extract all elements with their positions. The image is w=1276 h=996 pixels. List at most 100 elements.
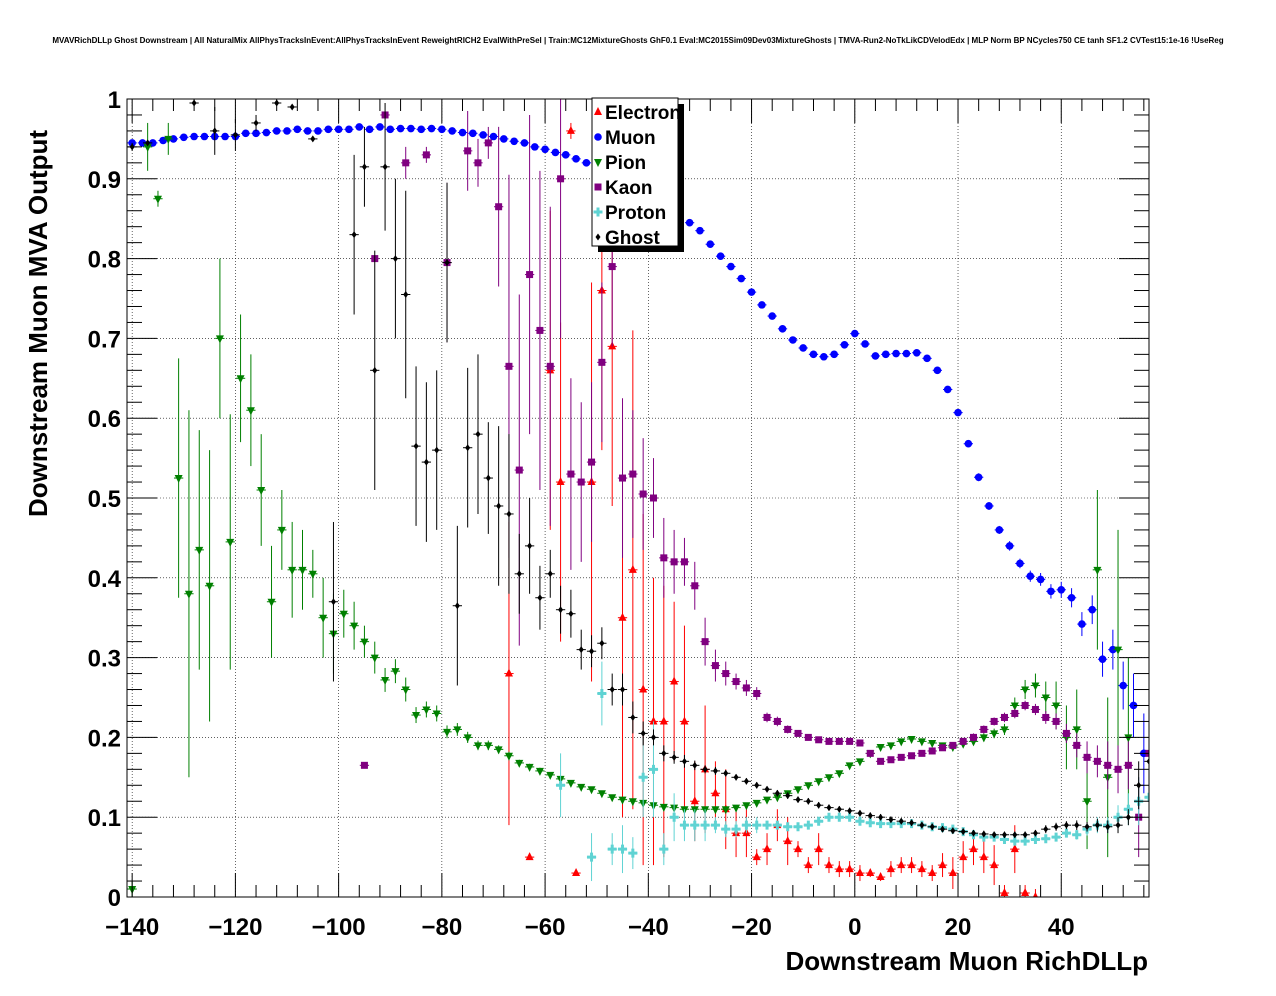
kaon-point <box>875 757 886 765</box>
ghost-point <box>555 585 566 634</box>
muon-point <box>1025 570 1035 582</box>
electron-marker <box>711 788 720 797</box>
kaon-point <box>1010 708 1020 719</box>
ghost-point <box>442 182 452 343</box>
pion-point <box>143 122 153 171</box>
electron-marker <box>928 868 937 877</box>
ghost-marker <box>506 510 512 518</box>
muon-point <box>323 125 333 134</box>
muon-point <box>540 145 550 154</box>
proton-point <box>814 816 824 826</box>
muon-point <box>1035 573 1046 586</box>
muon-point <box>726 262 736 271</box>
ghost-marker <box>723 769 729 777</box>
electron-point <box>566 122 576 139</box>
muon-marker <box>954 408 962 417</box>
ghost-marker <box>950 827 956 835</box>
pion-point <box>762 796 772 805</box>
pion-marker <box>566 779 575 788</box>
pion-marker <box>1083 798 1092 807</box>
kaon-marker <box>598 358 606 366</box>
muon-point <box>251 129 261 138</box>
muon-marker <box>758 301 766 309</box>
muon-marker <box>1047 587 1055 596</box>
y-tick-label: 0.6 <box>88 406 121 433</box>
electron-marker <box>907 860 916 869</box>
pion-point <box>844 762 855 771</box>
kaon-marker <box>835 737 843 745</box>
muon-point <box>994 525 1004 534</box>
electron-point <box>571 868 581 877</box>
pion-point <box>710 806 721 815</box>
kaon-marker <box>649 494 657 502</box>
pion-point <box>721 806 731 815</box>
muon-marker <box>499 135 508 143</box>
kaon-point <box>493 126 504 287</box>
kaon-marker <box>670 558 678 566</box>
kaon-marker <box>484 139 492 147</box>
pion-marker <box>1021 686 1030 695</box>
pion-point <box>266 545 277 658</box>
proton-point <box>1072 829 1082 840</box>
ghost-point <box>1072 820 1082 830</box>
proton-point <box>762 820 772 830</box>
ghost-point <box>566 589 576 638</box>
data-layer <box>127 99 1149 897</box>
ghost-marker <box>485 474 491 482</box>
pion-marker <box>288 566 297 575</box>
muon-point <box>509 137 519 146</box>
proton-point <box>1051 832 1061 842</box>
pion-point <box>875 743 886 752</box>
ghost-marker <box>929 823 935 831</box>
pion-point <box>504 751 514 761</box>
ghost-point <box>855 809 865 817</box>
muon-marker <box>510 137 518 146</box>
electron-point <box>948 857 958 890</box>
ghost-point <box>927 823 937 831</box>
y-tick-label: 0.1 <box>88 805 121 832</box>
pion-point <box>390 659 401 684</box>
proton-marker <box>741 820 751 830</box>
muon-marker <box>799 344 807 352</box>
proton-marker <box>845 812 855 822</box>
proton-marker <box>638 772 648 782</box>
pion-marker <box>845 762 854 771</box>
pion-point <box>535 767 545 776</box>
x-tick-label: 20 <box>945 914 972 941</box>
ghost-point <box>1051 822 1061 831</box>
pion-point <box>1113 529 1123 770</box>
kaon-marker <box>866 749 874 757</box>
ghost-point <box>287 103 297 111</box>
electron-point <box>1020 885 1030 897</box>
pion-marker <box>824 774 833 783</box>
kaon-point <box>958 737 968 745</box>
ghost-marker <box>558 606 564 614</box>
ghost-marker <box>1105 823 1111 831</box>
ghost-marker <box>1053 823 1059 831</box>
pion-point <box>411 707 421 724</box>
ghost-marker <box>867 812 873 820</box>
ghost-marker <box>310 135 316 143</box>
pion-point <box>607 794 617 803</box>
ghost-point <box>230 118 241 151</box>
pion-point <box>896 738 906 747</box>
electron-point <box>793 841 803 858</box>
muon-marker <box>530 143 539 151</box>
pion-point <box>1041 681 1051 714</box>
kaon-marker <box>526 271 534 279</box>
kaon-point <box>917 749 927 757</box>
kaon-point <box>1113 745 1123 794</box>
muon-marker <box>716 252 725 261</box>
pion-point <box>442 725 452 739</box>
electron-marker <box>886 864 895 873</box>
ghost-marker <box>1146 757 1149 765</box>
pion-marker <box>226 538 235 547</box>
legend-item-electron: Electron <box>594 103 681 124</box>
ghost-marker <box>1001 831 1007 839</box>
muon-point <box>1015 558 1025 569</box>
electron-point <box>844 861 855 878</box>
proton-marker <box>865 818 875 828</box>
pion-point <box>225 414 235 670</box>
muon-point <box>426 124 437 133</box>
